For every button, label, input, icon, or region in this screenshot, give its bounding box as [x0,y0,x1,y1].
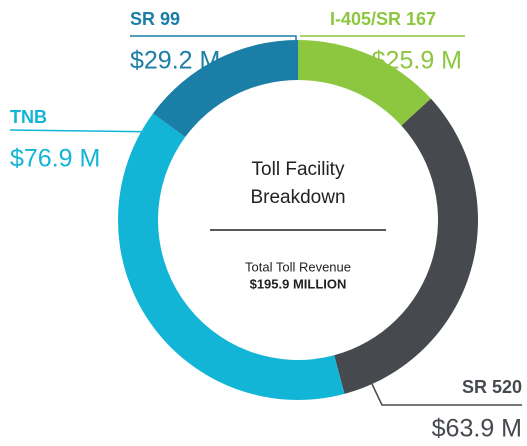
center-title: Breakdown [250,187,345,208]
slice-value: $76.9 M [10,145,100,173]
center-title: Toll Facility [252,159,345,180]
donut-slice [153,40,298,138]
slice-name: SR 520 [462,377,522,397]
center-subtitle: Total Toll Revenue [245,259,351,274]
donut-slice [334,98,478,394]
donut-slice [118,113,345,400]
leader-line [371,383,522,406]
center-total: $195.9 MILLION [250,276,347,291]
slice-name: I-405/SR 167 [330,9,436,29]
leader-line [130,35,297,42]
slice-name: SR 99 [130,9,180,29]
donut-slice [298,40,431,126]
leader-line [9,129,173,133]
slice-name: TNB [10,107,47,127]
slice-value: $63.9 M [432,415,522,443]
slice-value: $29.2 M [130,47,220,75]
slice-value: $25.9 M [372,47,462,75]
